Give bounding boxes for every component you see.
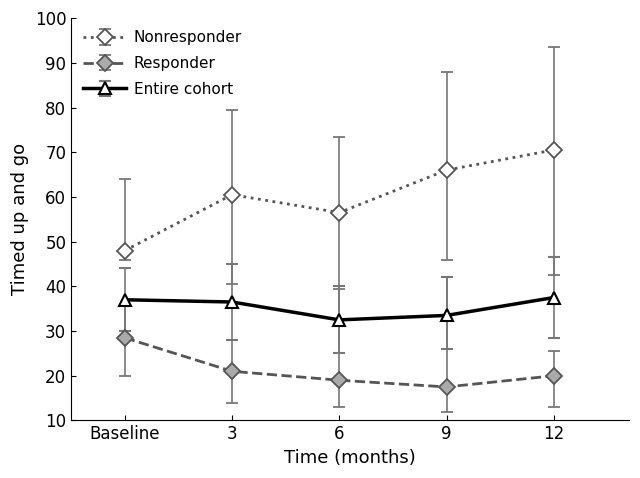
- Legend: Nonresponder, Responder, Entire cohort: Nonresponder, Responder, Entire cohort: [79, 26, 246, 101]
- X-axis label: Time (months): Time (months): [284, 449, 416, 467]
- Y-axis label: Timed up and go: Timed up and go: [11, 143, 29, 295]
